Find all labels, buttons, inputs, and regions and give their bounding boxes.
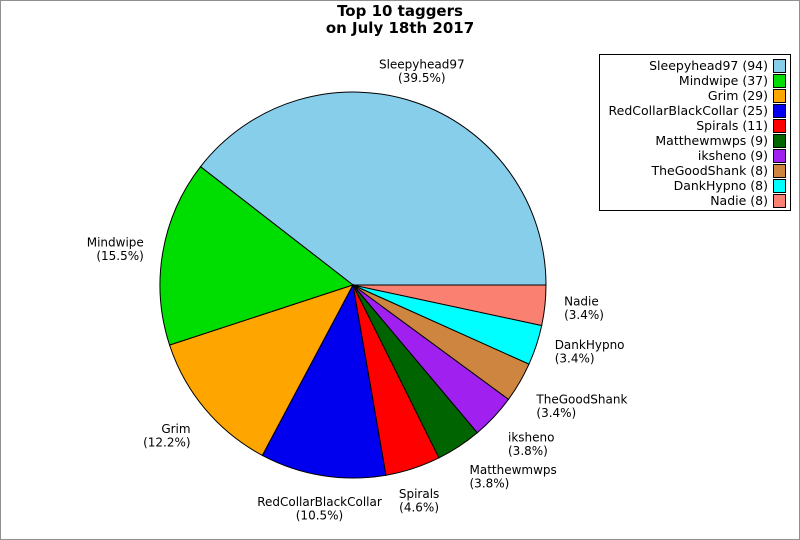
legend-item: iksheno (9) [603,148,787,163]
chart-title-line2: on July 18th 2017 [325,19,475,37]
legend-swatch [773,133,786,148]
pie-slice-grim [168,284,355,457]
legend-label: iksheno (9) [697,148,768,163]
legend-item: Matthewmwps (9) [603,133,787,148]
legend-label: Grim (29) [707,88,768,103]
legend-swatch [773,163,786,178]
legend-label: Spirals (11) [696,118,768,133]
legend-swatch [773,73,786,88]
legend: Sleepyhead97 (94) Mindwipe (37) Grim (29) R… [599,54,791,211]
pie-slice-redcollarblackcollar [261,283,387,479]
slice-label-mindwipe: Mindwipe (15.5%) [87,236,144,264]
pie-slice-nadie [352,284,547,327]
legend-label: RedCollarBlackCollar (25) [608,103,768,118]
legend-label: Sleepyhead97 (94) [649,58,768,73]
legend-item: RedCollarBlackCollar (25) [603,103,787,118]
legend-item: Nadie (8) [603,193,787,208]
legend-label: Matthewmwps (9) [655,133,768,148]
legend-label: TheGoodShank (8) [651,163,768,178]
legend-swatch [773,193,786,208]
chart-title-line1: Top 10 taggers [337,2,463,20]
legend-item: Grim (29) [603,88,787,103]
legend-swatch [773,148,786,163]
legend-item: Sleepyhead97 (94) [603,58,787,73]
slice-label-sleepyhead97: Sleepyhead97 (39.5%) [379,58,465,86]
slice-label-matthewmwps: Matthewmwps (3.8%) [470,463,557,491]
legend-swatch [773,58,786,73]
slice-label-redcollarblackcollar: RedCollarBlackCollar (10.5%) [257,495,382,522]
legend-item: TheGoodShank (8) [603,163,787,178]
slice-label-thegoodshank: TheGoodShank (3.4%) [535,393,627,421]
slice-label-dankhypno: DankHypno (3.4%) [555,338,625,366]
legend-swatch [773,178,786,193]
pie-slice-sleepyhead97 [199,91,547,286]
legend-label: Mindwipe (37) [678,73,768,88]
slice-label-iksheno: iksheno (3.8%) [508,431,554,459]
legend-item: DankHypno (8) [603,178,787,193]
slice-label-grim: Grim (12.2%) [143,422,190,450]
legend-label: DankHypno (8) [673,178,768,193]
legend-swatch [773,103,786,118]
slice-label-spirals: Spirals (4.6%) [399,487,439,515]
legend-label: Nadie (8) [710,193,768,208]
legend-swatch [773,118,786,133]
legend-item: Spirals (11) [603,118,787,133]
chart-title: Top 10 taggers on July 18th 2017 [1,3,799,37]
legend-swatch [773,88,786,103]
legend-item: Mindwipe (37) [603,73,787,88]
slice-label-nadie: Nadie (3.4%) [564,294,604,322]
